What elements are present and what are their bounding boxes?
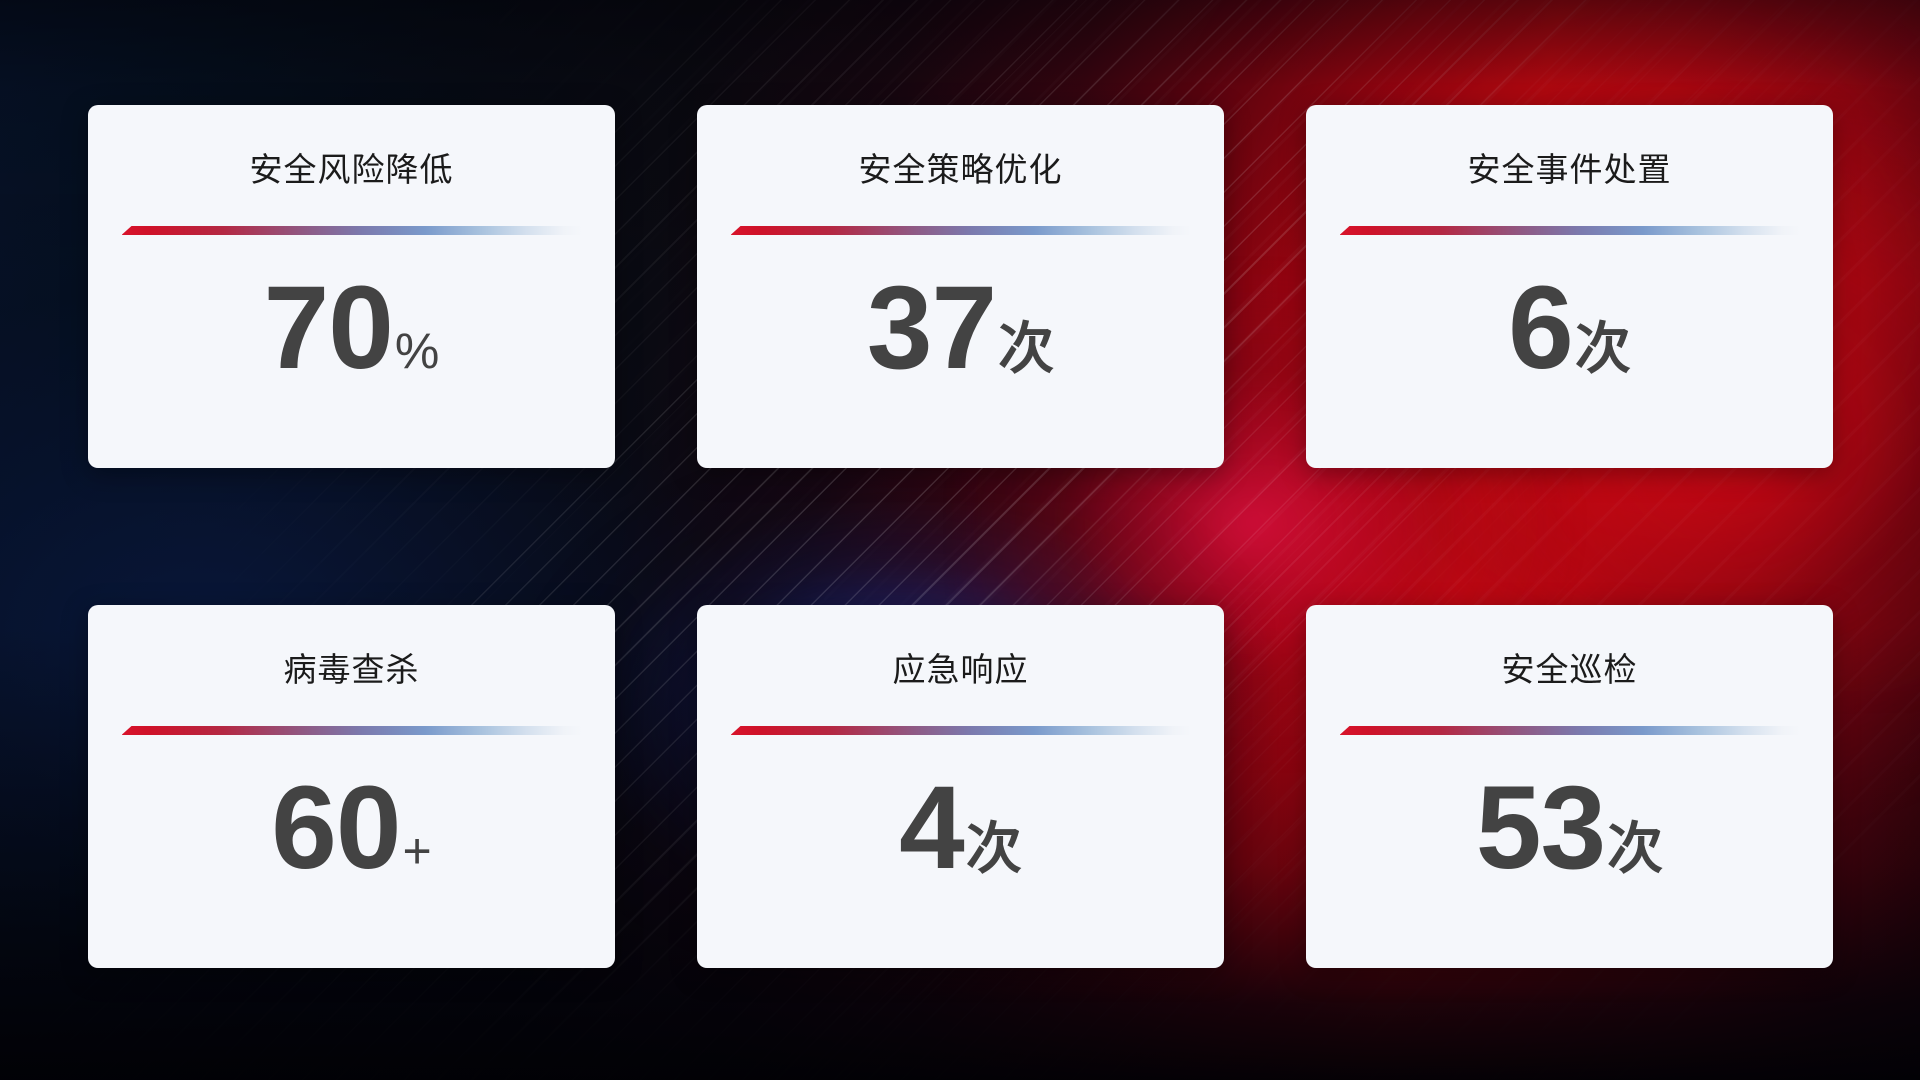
- stat-value-number: 37: [866, 262, 997, 394]
- stat-card-security-risk-reduction[interactable]: 安全风险降低 70 %: [88, 105, 615, 468]
- stat-card-value: 70 %: [264, 269, 440, 387]
- stat-card-value: 37 次: [867, 269, 1054, 387]
- stat-card-title: 应急响应: [892, 651, 1029, 688]
- stat-value-number: 60: [271, 762, 401, 894]
- stat-card-title: 安全事件处置: [1467, 151, 1672, 188]
- stat-card-security-incident-handling[interactable]: 安全事件处置 6 次: [1306, 105, 1833, 468]
- stat-value-suffix: +: [402, 823, 432, 879]
- stat-card-value: 53 次: [1476, 769, 1663, 887]
- stat-card-emergency-response[interactable]: 应急响应 4 次: [697, 605, 1224, 968]
- stat-card-value: 6 次: [1508, 269, 1631, 387]
- stat-card-gradient-rule: [121, 726, 582, 735]
- stat-card-gradient-rule: [121, 226, 582, 235]
- stat-value-number: 6: [1508, 262, 1574, 394]
- stat-card-value: 4 次: [899, 769, 1022, 887]
- stat-card-title: 安全巡检: [1501, 651, 1638, 688]
- stat-value-suffix: %: [394, 323, 440, 379]
- stat-card-gradient-rule: [1339, 726, 1800, 735]
- stat-card-gradient-rule: [730, 726, 1191, 735]
- stat-card-value: 60 +: [271, 769, 431, 887]
- stat-value-suffix: 次: [1574, 317, 1631, 380]
- stat-value-suffix: 次: [998, 317, 1055, 380]
- stat-card-title: 病毒查杀: [283, 651, 420, 688]
- stat-value-number: 4: [899, 762, 965, 894]
- stat-card-security-inspection[interactable]: 安全巡检 53 次: [1306, 605, 1833, 968]
- stat-card-title: 安全策略优化: [858, 151, 1063, 188]
- stat-value-number: 53: [1475, 762, 1606, 894]
- stat-value-suffix: 次: [965, 817, 1022, 880]
- stat-card-security-policy-optimization[interactable]: 安全策略优化 37 次: [697, 105, 1224, 468]
- stat-value-suffix: 次: [1607, 817, 1664, 880]
- stat-card-virus-scan-kill[interactable]: 病毒查杀 60 +: [88, 605, 615, 968]
- stat-cards-grid: 安全风险降低 70 % 安全策略优化 37 次 安全事件处置 6 次 病毒查杀 …: [88, 105, 1833, 975]
- stat-card-title: 安全风险降低: [249, 151, 454, 188]
- stat-card-gradient-rule: [1339, 226, 1800, 235]
- stat-card-gradient-rule: [730, 226, 1191, 235]
- stat-value-number: 70: [263, 262, 394, 394]
